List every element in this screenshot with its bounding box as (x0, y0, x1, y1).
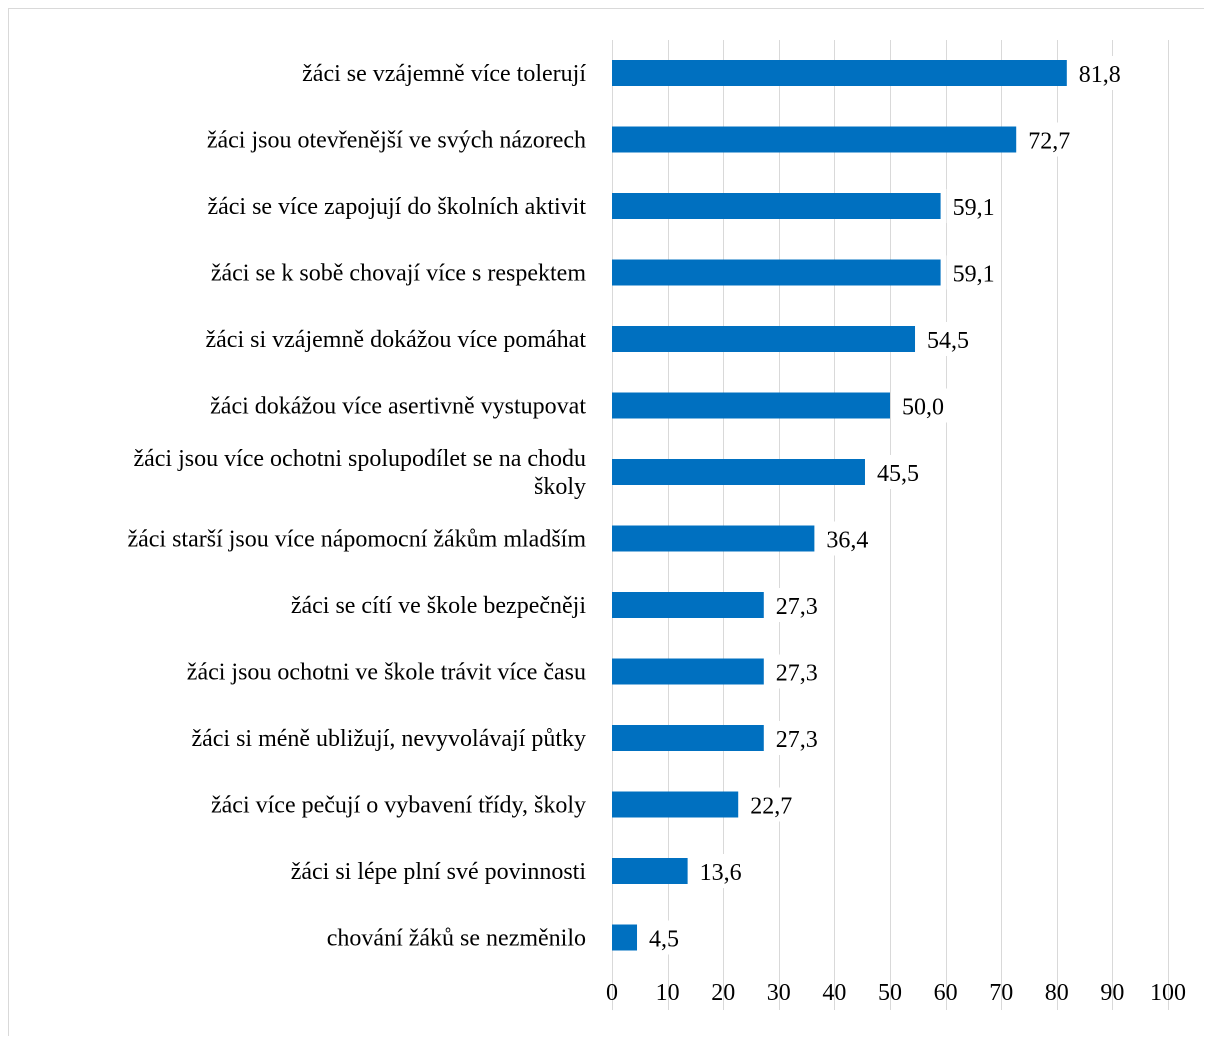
bar (612, 259, 941, 286)
value-label-background (921, 322, 976, 356)
value-label-background (769, 721, 824, 755)
value-label-background (946, 189, 1001, 223)
gridlines (612, 40, 1169, 1010)
value-label: 27,3 (776, 594, 818, 620)
value-label: 54,5 (927, 328, 969, 354)
value-label-background (693, 854, 748, 888)
value-label-background (769, 654, 824, 689)
x-tick-label: 20 (711, 980, 735, 1006)
value-label: 22,7 (750, 794, 792, 820)
bar (612, 791, 739, 818)
category-label: žáci si lépe plní své povinnosti (291, 859, 587, 885)
x-tick-label: 30 (767, 980, 791, 1006)
category-label: žáci si méně ubližují, nevyvolávají půtk… (191, 726, 586, 752)
bar (612, 326, 916, 352)
value-label: 45,5 (877, 461, 919, 487)
value-label-background (896, 388, 950, 423)
chart-frame (8, 8, 1204, 1036)
category-labels: žáci se vzájemně více tolerují žáci jsou … (127, 61, 586, 952)
value-label-background (744, 787, 799, 822)
bar (612, 725, 764, 751)
category-label: žáci jsou otevřenější ve svých názorech (207, 128, 586, 154)
value-label: 59,1 (953, 195, 995, 221)
value-label-background (946, 255, 1001, 290)
x-tick-label: 0 (606, 980, 618, 1006)
value-label: 50,0 (902, 395, 944, 421)
value-label: 27,3 (776, 661, 818, 687)
bar (612, 924, 638, 951)
value-label-background (769, 588, 824, 622)
category-label: žáci si vzájemně dokážou více pomáhat (206, 327, 587, 353)
bar (612, 858, 688, 884)
x-tick-label: 60 (934, 980, 958, 1006)
category-label: žáci více pečují o vybavení třídy, školy (211, 793, 586, 819)
value-label-background (1072, 56, 1127, 90)
bar (612, 658, 764, 685)
bars (612, 60, 1067, 951)
category-label: žáci se k sobě chovají více s respektem (211, 261, 587, 287)
x-tick-label: 70 (989, 980, 1013, 1006)
bar (612, 592, 764, 618)
value-label-background (870, 455, 925, 489)
category-label: žáci jsou ochotni ve škole trávit více č… (187, 660, 586, 686)
x-tick-label: 50 (878, 980, 902, 1006)
value-label-background (1022, 122, 1077, 157)
value-label-background (643, 920, 686, 955)
category-label: žáci se cítí ve škole bezpečněji (291, 593, 587, 619)
bar (612, 525, 815, 552)
bar (612, 126, 1017, 153)
category-label: žáci dokážou více asertivně vystupovat (210, 394, 586, 420)
bar (612, 193, 941, 219)
value-label: 27,3 (776, 727, 818, 753)
x-tick-label: 100 (1150, 980, 1186, 1006)
value-label: 13,6 (700, 860, 742, 886)
value-label-background (820, 521, 875, 556)
value-labels: 81,8 72,7 59,1 59,1 54,5 50,0 45,5 36,4 27,3 27,3… (643, 56, 1127, 955)
x-tick-label: 80 (1045, 980, 1069, 1006)
x-tick-label: 90 (1100, 980, 1124, 1006)
x-axis-tick-labels: 0 10 20 30 40 50 60 70 80 90 100 (606, 980, 1186, 1006)
bar (612, 392, 890, 419)
category-label: žáci jsou více ochotni spolupodílet se n… (133, 446, 586, 500)
x-tick-label: 40 (822, 980, 846, 1006)
value-label: 72,7 (1028, 129, 1070, 155)
value-label: 4,5 (649, 927, 679, 953)
bar (612, 459, 865, 485)
category-label: chování žáků se nezměnilo (327, 926, 586, 952)
x-tick-label: 10 (656, 980, 680, 1006)
bar (612, 60, 1067, 86)
category-label: žáci se více zapojují do školních aktivi… (207, 194, 586, 220)
category-label: žáci starší jsou více nápomocní žákům ml… (127, 527, 586, 553)
value-label: 59,1 (953, 262, 995, 288)
value-label: 36,4 (826, 528, 868, 554)
value-label: 81,8 (1079, 62, 1121, 88)
category-label: žáci se vzájemně více tolerují (302, 61, 586, 87)
